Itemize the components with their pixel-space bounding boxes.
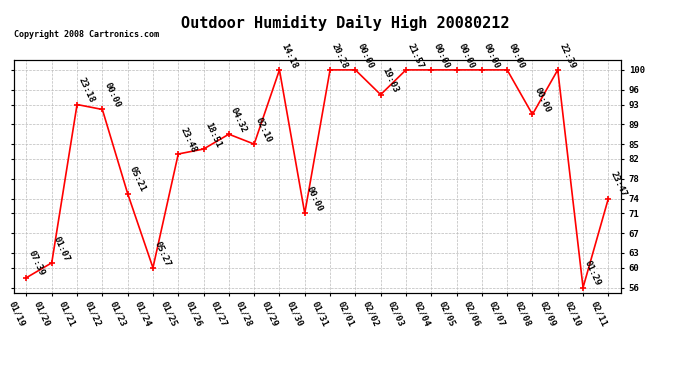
Text: 00:00: 00:00 [507,42,526,70]
Text: 04:32: 04:32 [229,106,248,134]
Text: 20:28: 20:28 [330,42,350,70]
Text: Copyright 2008 Cartronics.com: Copyright 2008 Cartronics.com [14,30,159,39]
Text: 21:57: 21:57 [406,42,426,70]
Text: 00:00: 00:00 [457,42,476,70]
Text: 01:29: 01:29 [583,260,602,288]
Text: 23:47: 23:47 [609,170,628,198]
Text: 05:21: 05:21 [128,165,147,194]
Text: 19:03: 19:03 [381,66,400,94]
Text: 18:51: 18:51 [204,121,223,149]
Text: 01:07: 01:07 [52,235,71,263]
Text: 00:00: 00:00 [431,42,451,70]
Text: 00:00: 00:00 [482,42,502,70]
Text: Outdoor Humidity Daily High 20080212: Outdoor Humidity Daily High 20080212 [181,15,509,31]
Text: 22:39: 22:39 [558,42,578,70]
Text: 02:10: 02:10 [254,116,274,144]
Text: 23:18: 23:18 [77,76,97,105]
Text: 00:00: 00:00 [305,185,324,213]
Text: 05:27: 05:27 [153,240,172,268]
Text: 00:00: 00:00 [533,86,552,114]
Text: 00:00: 00:00 [102,81,122,110]
Text: 14:18: 14:18 [279,42,299,70]
Text: 07:39: 07:39 [26,249,46,278]
Text: 00:00: 00:00 [355,42,375,70]
Text: 23:48: 23:48 [178,126,198,154]
